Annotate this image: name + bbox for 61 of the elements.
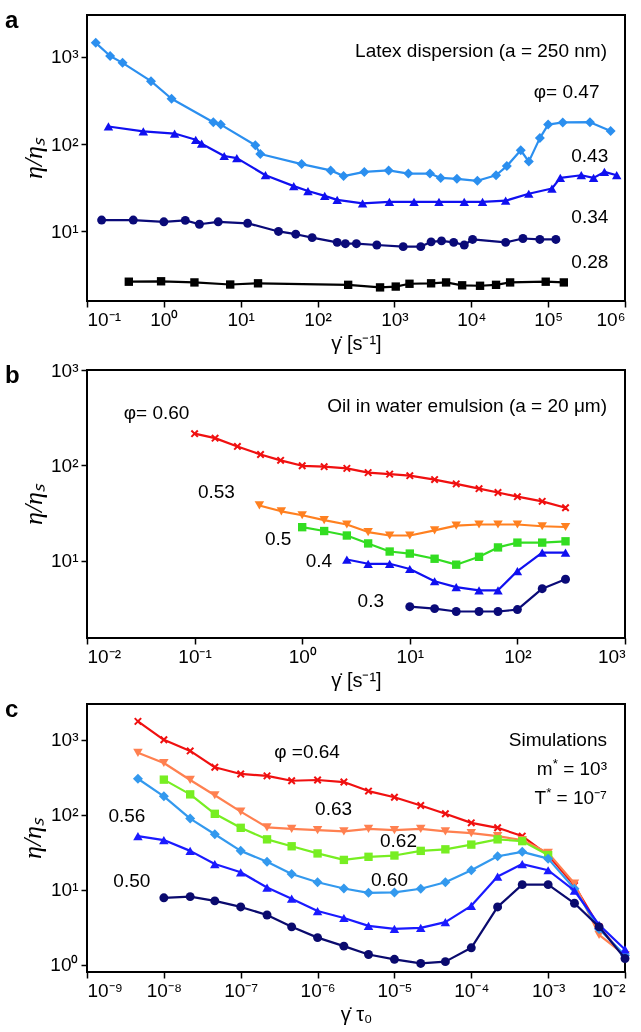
series-label: 0.5 bbox=[264, 528, 292, 550]
x-tick-label: 10⁻⁷ bbox=[224, 979, 259, 1001]
series-label: 0.63 bbox=[315, 798, 353, 820]
series-label: 0.62 bbox=[380, 829, 417, 851]
series-label: φ =0.64 bbox=[274, 740, 341, 762]
y-axis-title: η/ηₛ bbox=[19, 483, 49, 526]
y-tick-label: 10¹ bbox=[51, 550, 79, 572]
y-tick-label: 10³ bbox=[51, 359, 79, 381]
x-tick-label: 10⁻¹ bbox=[87, 308, 121, 330]
chart-title: b bbox=[5, 361, 20, 388]
chart-title: a bbox=[5, 6, 19, 33]
x-tick-label: 10⁵ bbox=[534, 308, 564, 330]
series-label: 0.53 bbox=[197, 481, 235, 503]
chart-title: c bbox=[5, 695, 19, 722]
x-tick-label: 10⁻² bbox=[87, 645, 121, 667]
x-tick-label: 10⁻³ bbox=[531, 979, 566, 1001]
y-tick-label: 10² bbox=[51, 804, 79, 826]
x-tick-label: 10³ bbox=[381, 308, 409, 330]
x-tick-label: 10² bbox=[504, 645, 532, 667]
series-label: 0.56 bbox=[108, 805, 146, 827]
y-tick-label: 10³ bbox=[51, 46, 79, 68]
x-axis-title: γ̇ τ₀ bbox=[340, 1002, 373, 1025]
x-tick-label: 10⁶ bbox=[596, 308, 626, 330]
x-tick-label: 10⁴ bbox=[457, 308, 487, 330]
series-label: 0.4 bbox=[305, 549, 333, 571]
y-tick-label: 10² bbox=[51, 454, 79, 476]
series-label: φ= 0.47 bbox=[533, 81, 600, 103]
x-tick-label: 10⁻⁶ bbox=[300, 979, 336, 1001]
y-tick-label: 10³ bbox=[51, 729, 79, 751]
series-label: 0.28 bbox=[571, 251, 609, 273]
series-label: 0.60 bbox=[371, 868, 408, 890]
series-label: 0.50 bbox=[113, 869, 151, 891]
x-tick-label: 10⁻⁵ bbox=[377, 979, 413, 1001]
x-tick-label: 10⁻² bbox=[592, 979, 626, 1001]
x-tick-label: 10⁻⁴ bbox=[454, 979, 490, 1001]
x-tick-label: 10¹ bbox=[396, 645, 425, 667]
x-tick-label: 10⁻⁹ bbox=[87, 979, 123, 1001]
series-label: 0.3 bbox=[357, 589, 385, 611]
x-tick-label: 10¹ bbox=[227, 308, 255, 330]
y-tick-label: 10² bbox=[51, 133, 79, 155]
y-tick-label: 10¹ bbox=[51, 220, 79, 242]
x-axis-title: γ̇ [s⁻¹] bbox=[331, 331, 382, 354]
annotation: T$^{*}$ = 10⁻⁷ bbox=[534, 784, 608, 808]
annotation: Latex dispersion (a = 250 nm) bbox=[355, 40, 607, 61]
annotation: Simulations bbox=[508, 729, 607, 750]
annotation: Oil in water emulsion (a = 20 μm) bbox=[327, 395, 607, 416]
x-tick-label: 10⁻¹ bbox=[178, 645, 212, 667]
x-tick-label: 10³ bbox=[598, 645, 626, 667]
x-axis-title: γ̇ [s⁻¹] bbox=[331, 668, 382, 691]
series-label: 0.34 bbox=[571, 206, 609, 228]
x-tick-label: 10⁰ bbox=[288, 645, 317, 667]
y-tick-label: 10⁰ bbox=[50, 954, 79, 976]
y-tick-label: 10¹ bbox=[51, 879, 79, 901]
annotation: m$^{*}$ = 10³ bbox=[536, 755, 607, 779]
x-tick-label: 10⁻⁸ bbox=[146, 979, 182, 1001]
y-axis-title: η/ηₛ bbox=[18, 817, 48, 860]
x-tick-label: 10² bbox=[304, 308, 332, 330]
series-label: φ= 0.60 bbox=[123, 401, 190, 423]
y-axis-title: η/ηₛ bbox=[19, 137, 49, 180]
series-label: 0.43 bbox=[571, 145, 609, 167]
x-tick-label: 10⁰ bbox=[150, 308, 179, 330]
